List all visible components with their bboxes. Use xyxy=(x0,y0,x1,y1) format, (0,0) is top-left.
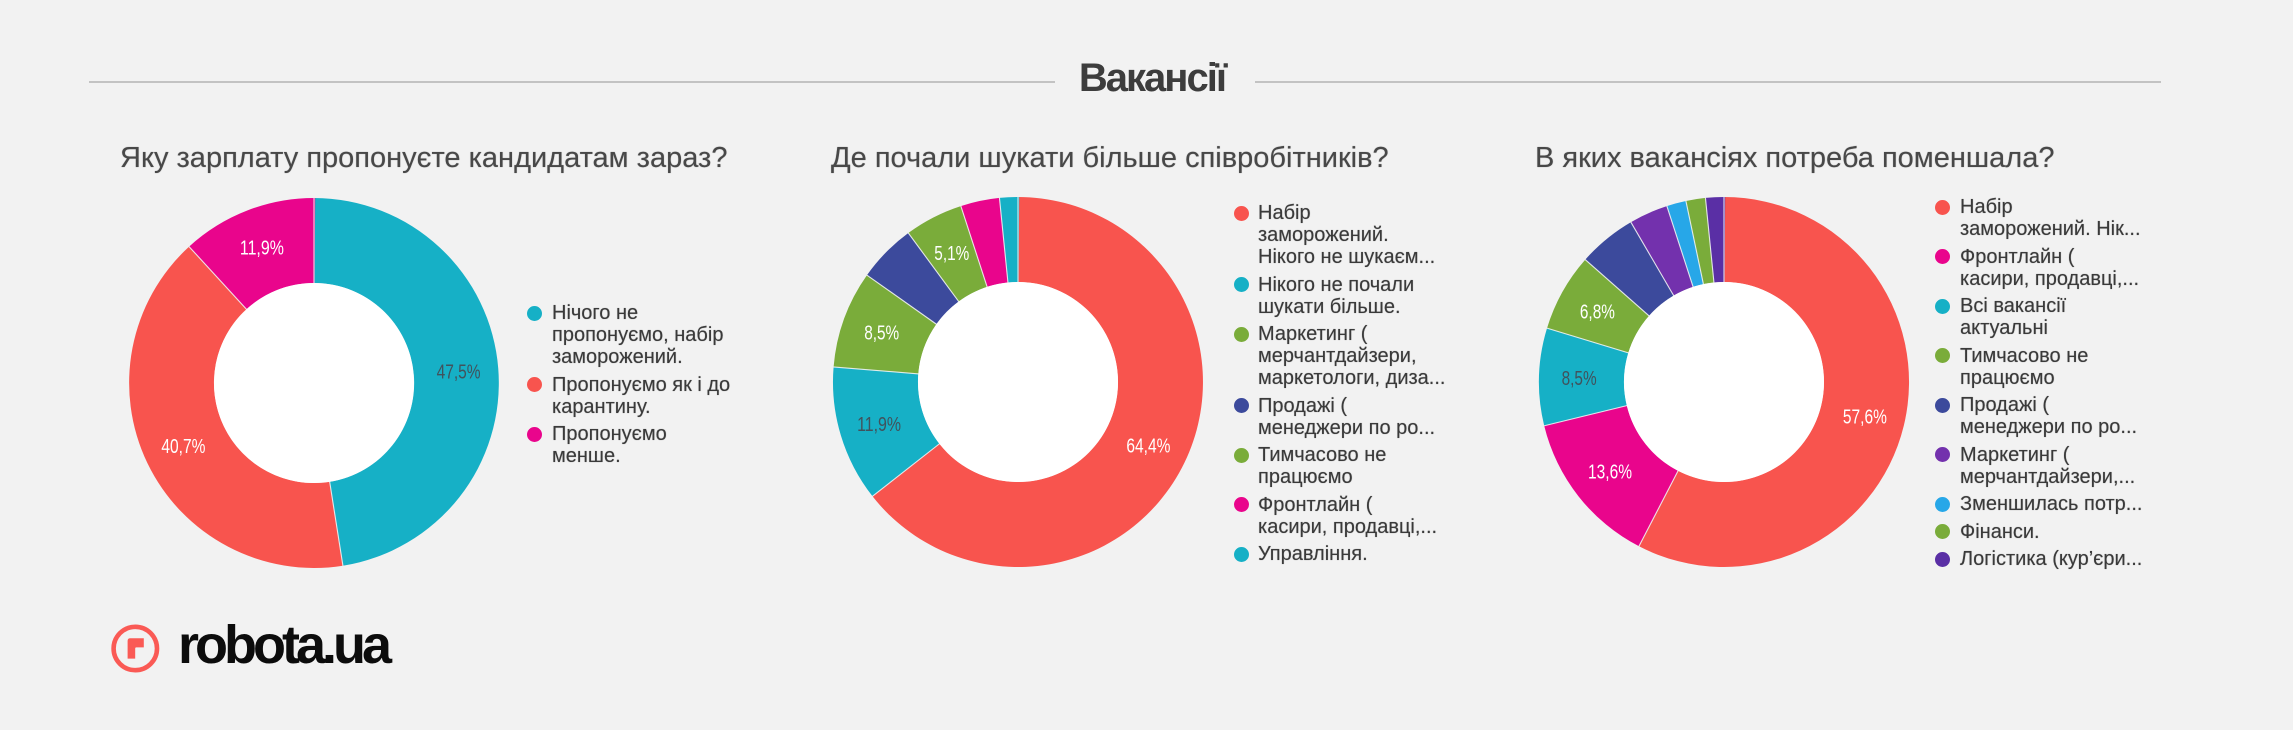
svg-text:8,5%: 8,5% xyxy=(864,323,899,345)
svg-text:13,6%: 13,6% xyxy=(1588,462,1632,484)
svg-text:40,7%: 40,7% xyxy=(161,436,205,458)
svg-text:8,5%: 8,5% xyxy=(1562,368,1597,390)
svg-text:6,8%: 6,8% xyxy=(1580,301,1615,323)
svg-text:57,6%: 57,6% xyxy=(1843,406,1887,428)
svg-text:47,5%: 47,5% xyxy=(437,362,481,384)
svg-text:5,1%: 5,1% xyxy=(934,243,969,265)
svg-text:robota.ua: robota.ua xyxy=(178,615,393,675)
svg-text:11,9%: 11,9% xyxy=(857,414,901,436)
svg-text:11,9%: 11,9% xyxy=(240,238,284,260)
svg-text:64,4%: 64,4% xyxy=(1126,435,1170,457)
